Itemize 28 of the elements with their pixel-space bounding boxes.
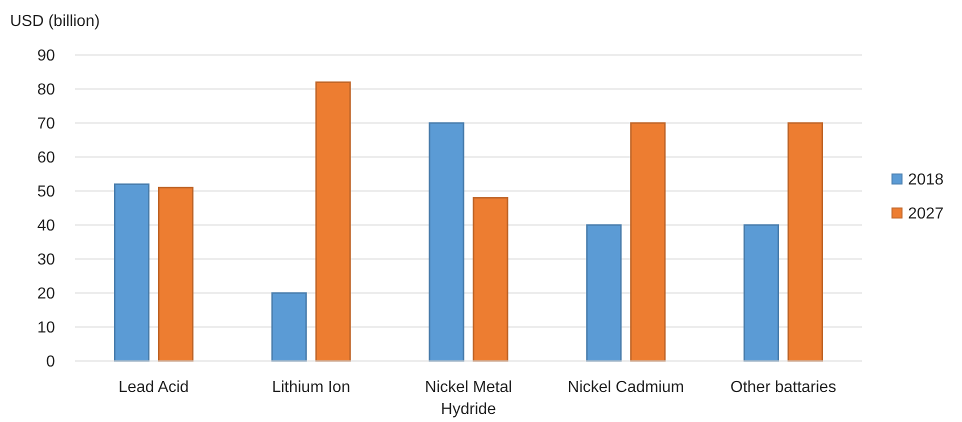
x-tick-label: Lithium Ion [272,379,350,396]
bar [428,122,464,362]
bar [158,186,194,362]
bar [315,81,351,362]
bar [788,122,824,362]
bar [271,292,307,362]
legend-label: 2018 [908,172,944,189]
y-tick-label: 50 [37,184,56,201]
bar [744,224,780,362]
y-tick-label: 10 [37,320,56,337]
x-tick-label: Nickel Cadmium [568,379,684,396]
y-tick-label: 60 [37,150,56,167]
y-tick-label: 20 [37,286,56,303]
y-tick-label: 70 [37,116,56,133]
bar [630,122,666,362]
legend-label: 2027 [908,206,944,223]
x-tick-label: Lead Acid [118,379,189,396]
bar [472,197,508,362]
y-axis-title: USD (billion) [10,13,100,30]
y-tick-label: 30 [37,252,56,269]
y-tick-label: 80 [37,82,56,99]
bar [114,183,150,362]
y-tick-label: 40 [37,218,56,235]
x-tick-label: Other battaries [730,379,836,396]
x-tick-label: Nickel Metal Hydride [424,379,512,418]
y-tick-label: 90 [37,48,56,65]
bar [586,224,622,362]
y-tick-label: 0 [46,354,56,371]
